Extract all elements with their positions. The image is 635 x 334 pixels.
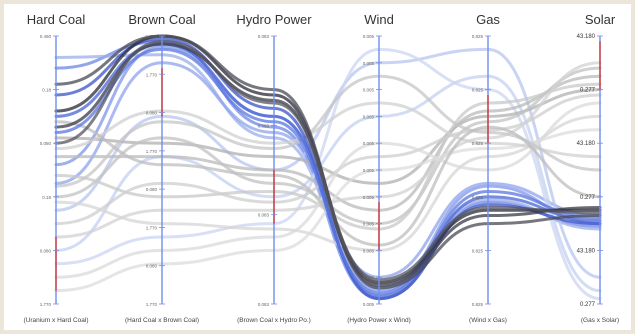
tick-label: 43.180 — [577, 248, 596, 254]
tick-label: 0.005 — [363, 168, 375, 173]
tick-label: 0.080 — [146, 187, 158, 192]
tick-label: 0.083 — [258, 123, 270, 128]
tick-label: 0.005 — [363, 34, 375, 39]
tick-label: 0.825 — [472, 302, 484, 307]
axis-bottom-label: (Gas x Solar) — [581, 317, 619, 324]
series-line — [54, 74, 602, 188]
axis-bottom-label: (Uranium x Hard Coal) — [23, 317, 88, 324]
axis-bottom-label: (Brown Coal x Hydro Po.) — [237, 317, 311, 324]
tick-label: 43.180 — [577, 141, 596, 147]
axes-layer: 0.490 0.18 0.080 0.18 0.080 1.770 Hard Coal (Ur… — [23, 12, 619, 324]
tick-label: 0.083 — [258, 213, 270, 218]
tick-label: 0.083 — [258, 34, 270, 39]
tick-label: 1.770 — [146, 34, 158, 39]
tick-label: 0.825 — [472, 141, 484, 146]
axis: 0.083 0.083 0.083 0.083 Hydro Power (Brown Co… — [236, 12, 312, 324]
axis: 1.770 1.770 0.080 1.770 0.080 1.770 0.080 1.770… — [125, 12, 199, 324]
axis-bottom-label: (Hard Coal x Brown Coal) — [125, 317, 199, 324]
tick-label: 0.080 — [146, 111, 158, 116]
tick-label: 0.005 — [363, 248, 375, 253]
tick-label: 0.005 — [363, 222, 375, 227]
tick-label: 1.770 — [146, 149, 158, 154]
tick-label: 0.825 — [472, 248, 484, 253]
tick-label: 0.005 — [363, 141, 375, 146]
tick-label: 0.080 — [40, 248, 52, 253]
axis: 43.180 0.277 43.180 0.277 43.180 0.277 Solar (G… — [577, 12, 620, 324]
axis: 0.490 0.18 0.080 0.18 0.080 1.770 Hard Coal (Ur… — [23, 12, 88, 324]
axis-title: Wind — [364, 12, 394, 27]
tick-label: 0.825 — [472, 34, 484, 39]
tick-label: 0.005 — [363, 302, 375, 307]
axis-title: Hard Coal — [27, 12, 86, 27]
tick-label: 0.005 — [363, 88, 375, 93]
tick-label: 0.825 — [472, 88, 484, 93]
series-line — [54, 120, 602, 247]
tick-label: 1.770 — [146, 225, 158, 230]
axis: 0.825 0.825 0.825 0.825 0.825 0.825 Gas (Wind x… — [469, 12, 507, 324]
axis-title: Solar — [585, 12, 616, 27]
tick-label: 0.005 — [363, 275, 375, 280]
parallel-coordinates-plot: 0.490 0.18 0.080 0.18 0.080 1.770 Hard Coal (Ur… — [4, 4, 631, 330]
series-line — [54, 93, 602, 226]
tick-label: 0.277 — [580, 88, 596, 94]
tick-label: 0.490 — [40, 34, 52, 39]
tick-label: 0.005 — [363, 61, 375, 66]
tick-label: 0.080 — [146, 264, 158, 269]
tick-label: 0.277 — [580, 195, 596, 201]
tick-label: 0.18 — [42, 88, 51, 93]
axis-title: Brown Coal — [128, 12, 195, 27]
axis-title: Hydro Power — [236, 12, 312, 27]
tick-label: 0.080 — [40, 141, 52, 146]
tick-label: 1.770 — [40, 302, 52, 307]
axis-title: Gas — [476, 12, 500, 27]
tick-label: 1.770 — [146, 302, 158, 307]
axis-bottom-label: (Hydro Power x Wind) — [347, 317, 411, 324]
series-line — [54, 61, 602, 239]
axis-bottom-label: (Wind x Gas) — [469, 317, 507, 324]
series-line — [54, 101, 602, 279]
series-line — [54, 82, 602, 231]
tick-label: 0.18 — [42, 195, 51, 200]
series-line — [54, 101, 602, 159]
axis: 0.005 0.005 0.005 0.005 0.005 0.005 0.005 0.005… — [347, 12, 411, 324]
tick-label: 0.005 — [363, 195, 375, 200]
tick-label: 0.825 — [472, 195, 484, 200]
tick-label: 1.770 — [146, 72, 158, 77]
tick-label: 0.005 — [363, 114, 375, 119]
tick-label: 43.180 — [577, 34, 596, 40]
tick-label: 0.083 — [258, 302, 270, 307]
tick-label: 0.277 — [580, 302, 596, 308]
